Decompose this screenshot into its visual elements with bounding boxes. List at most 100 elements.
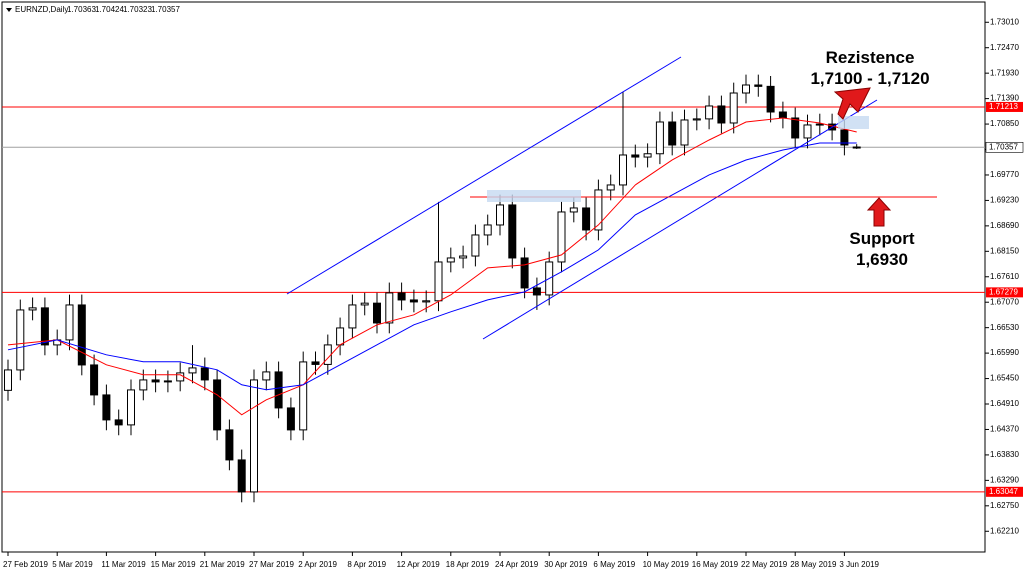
- candle-body: [373, 302, 381, 324]
- candle-body: [77, 304, 86, 366]
- y-tick-label: 1.68150: [990, 246, 1019, 255]
- x-tick-label: 2 Apr 2019: [298, 560, 337, 569]
- x-tick-label: 27 Mar 2019: [249, 560, 294, 569]
- x-tick-label: 28 May 2019: [790, 560, 837, 569]
- channel-upper: [286, 56, 682, 295]
- y-tick-label: 1.68690: [990, 221, 1019, 230]
- x-tick-label: 8 Apr 2019: [347, 560, 386, 569]
- candle-body: [16, 309, 25, 371]
- candle-body: [397, 292, 406, 301]
- y-tick-label: 1.62210: [990, 526, 1019, 535]
- x-tick-label: 5 Mar 2019: [52, 560, 93, 569]
- candle-body: [348, 304, 357, 329]
- candle-body: [680, 119, 689, 146]
- candle-body: [336, 327, 345, 346]
- level-label: 1.71213: [989, 102, 1018, 111]
- x-tick-label: 11 Mar 2019: [101, 560, 146, 569]
- candle-body: [717, 105, 726, 124]
- level-label-box: [986, 486, 1023, 497]
- candle-body: [28, 307, 37, 311]
- moving-average: [7, 117, 857, 416]
- level-label-box: [986, 101, 1023, 112]
- x-tick-label: 15 Mar 2019: [151, 560, 196, 569]
- annotation: 1,6930: [856, 250, 908, 269]
- candle-body: [594, 189, 603, 231]
- candle-body: [114, 419, 123, 426]
- y-tick-label: 1.62750: [990, 501, 1019, 510]
- candle-body: [705, 105, 714, 120]
- header-title: EURNZD,Daily: [15, 5, 68, 14]
- candle-body: [250, 379, 258, 493]
- candle-body: [139, 379, 148, 391]
- level-label-box: [986, 287, 1023, 298]
- candle-body: [237, 459, 246, 493]
- candle-body: [188, 367, 197, 374]
- y-tick-label: 1.72470: [990, 43, 1019, 52]
- arrow-down: [833, 87, 871, 120]
- candle-body: [520, 257, 529, 289]
- candle-body: [766, 85, 775, 113]
- candle-body: [852, 146, 861, 149]
- y-tick-label: 1.71390: [990, 94, 1019, 103]
- candle-body: [668, 121, 677, 146]
- channel-lower: [482, 99, 878, 340]
- candle-body: [4, 369, 12, 391]
- x-tick-label: 16 May 2019: [692, 560, 739, 569]
- header-low: 1.70323: [123, 5, 152, 14]
- x-tick-label: 30 Apr 2019: [544, 560, 588, 569]
- arrow-up: [866, 197, 892, 227]
- y-tick-label: 1.63290: [990, 475, 1019, 484]
- candle-body: [791, 117, 800, 139]
- candle-body: [422, 300, 431, 303]
- candle-body: [262, 371, 271, 381]
- candle-body: [102, 394, 111, 421]
- y-tick-label: 1.67610: [990, 272, 1019, 281]
- candle-body: [274, 371, 283, 409]
- candle-body: [286, 407, 295, 431]
- candle-body: [729, 92, 738, 124]
- y-tick-label: 1.71930: [990, 68, 1019, 77]
- x-tick-label: 6 May 2019: [593, 560, 635, 569]
- header-high: 1.70424: [95, 5, 124, 14]
- candle-body: [606, 184, 615, 191]
- candle-body: [803, 124, 812, 139]
- y-tick-label: 1.65990: [990, 348, 1019, 357]
- x-tick-label: 18 Apr 2019: [446, 560, 490, 569]
- candle-body: [496, 204, 504, 226]
- candle-body: [631, 154, 640, 158]
- x-tick-label: 12 Apr 2019: [397, 560, 441, 569]
- x-tick-label: 21 Mar 2019: [200, 560, 245, 569]
- price-label-box: [985, 141, 1024, 153]
- candle-body: [65, 304, 74, 341]
- candle-body: [471, 234, 480, 257]
- y-tick-label: 1.69230: [990, 196, 1019, 205]
- candle-body: [40, 307, 49, 346]
- y-tick-label: 1.63830: [990, 450, 1019, 459]
- candle-body: [483, 224, 492, 236]
- candle-body: [176, 372, 185, 382]
- candle-body: [311, 361, 320, 365]
- candle-body: [200, 367, 209, 381]
- annotation: 1,7100 - 1,7120: [810, 69, 929, 88]
- y-tick-label: 1.64370: [990, 425, 1019, 434]
- x-tick-label: 27 Feb 2019: [3, 560, 48, 569]
- candle-body: [582, 207, 591, 231]
- candle-body: [90, 364, 99, 396]
- header-open: 1.70363: [67, 5, 96, 14]
- annotation: Support: [849, 229, 914, 248]
- y-tick-label: 1.64910: [990, 399, 1019, 408]
- candle-body: [434, 261, 443, 302]
- candle-body: [532, 287, 541, 296]
- header: EURNZD,Daily 1.70363 1.70424 1.70323 1.7…: [6, 5, 180, 14]
- y-tick-label: 1.69770: [990, 170, 1019, 179]
- moving-average: [7, 142, 857, 391]
- y-tick-label: 1.66530: [990, 323, 1019, 332]
- y-tick-label: 1.70850: [990, 119, 1019, 128]
- y-tick-label: 1.67070: [990, 297, 1019, 306]
- candle-body: [213, 379, 222, 431]
- x-tick-label: 3 Jun 2019: [839, 560, 879, 569]
- x-tick-label: 22 May 2019: [741, 560, 788, 569]
- candle-body: [754, 84, 763, 87]
